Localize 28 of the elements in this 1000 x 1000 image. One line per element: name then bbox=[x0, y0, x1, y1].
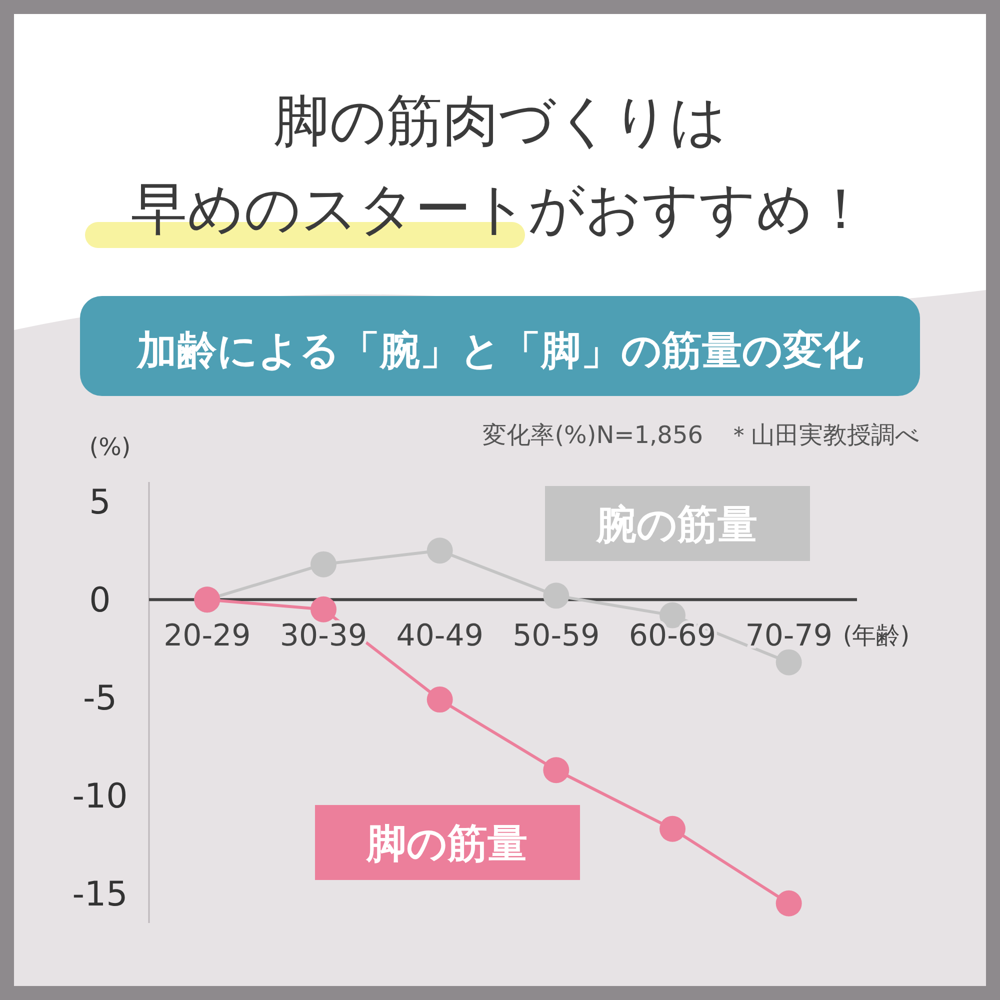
y-tick-label: -5 bbox=[83, 678, 117, 719]
point bbox=[543, 757, 570, 784]
point bbox=[776, 890, 802, 916]
x-tick-label: 30-39 bbox=[280, 618, 368, 654]
x-tick-label: 20-29 bbox=[164, 618, 251, 654]
series-label: 腕の筋量 bbox=[596, 502, 758, 548]
y-tick-label: 5 bbox=[89, 482, 111, 523]
chart-title: 脚の筋肉づくりは bbox=[274, 89, 726, 154]
point bbox=[543, 582, 570, 609]
y-tick-label: -10 bbox=[72, 776, 128, 817]
point bbox=[426, 686, 453, 713]
y-tick-label: -15 bbox=[72, 874, 128, 915]
x-axis-title: (年齢) bbox=[842, 622, 910, 650]
text: 加齢による「腕」と「脚」の筋量の変化 bbox=[136, 328, 864, 374]
point bbox=[660, 816, 686, 842]
text: 変化率(%)N=1,856 ＊山田実教授調べ bbox=[482, 421, 920, 449]
x-tick-label: 60-69 bbox=[628, 618, 716, 654]
x-tick-label: 50-59 bbox=[512, 618, 600, 654]
x-tick-label: 40-49 bbox=[396, 618, 484, 654]
y-axis-title: (%) bbox=[89, 433, 131, 461]
chart-subtitle: 早めのスタートがおすすめ！ bbox=[131, 177, 869, 242]
y-tick-label: 0 bbox=[89, 580, 111, 621]
point bbox=[310, 551, 336, 578]
point bbox=[776, 649, 802, 676]
series-label: 脚の筋量 bbox=[366, 821, 528, 867]
point bbox=[426, 538, 453, 564]
point bbox=[310, 596, 336, 622]
x-tick-label: 70-79 bbox=[745, 618, 832, 654]
